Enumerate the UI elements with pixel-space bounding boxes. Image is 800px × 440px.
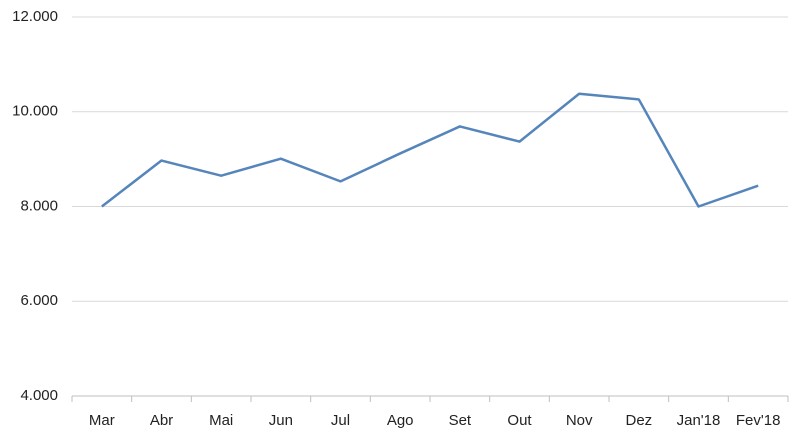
x-tick-label: Jun (269, 412, 293, 429)
x-tick-label: Dez (625, 412, 652, 429)
y-tick-label: 10.000 (12, 103, 58, 120)
x-tick-label: Jan'18 (677, 412, 721, 429)
y-tick-label: 6.000 (20, 292, 58, 309)
y-tick-label: 4.000 (20, 387, 58, 404)
x-tick-label: Jul (331, 412, 350, 429)
x-tick-label: Nov (566, 412, 593, 429)
y-tick-label: 12.000 (12, 8, 58, 25)
x-tick-label: Set (449, 412, 472, 429)
x-tick-label: Abr (150, 412, 173, 429)
line-series (101, 92, 759, 208)
x-tick-label: Ago (387, 412, 414, 429)
x-tick-label: Mar (89, 412, 115, 429)
x-tick-label: Out (507, 412, 532, 429)
x-tick-label: Fev'18 (736, 412, 781, 429)
x-tick-label: Mai (209, 412, 233, 429)
y-tick-label: 8.000 (20, 197, 58, 214)
